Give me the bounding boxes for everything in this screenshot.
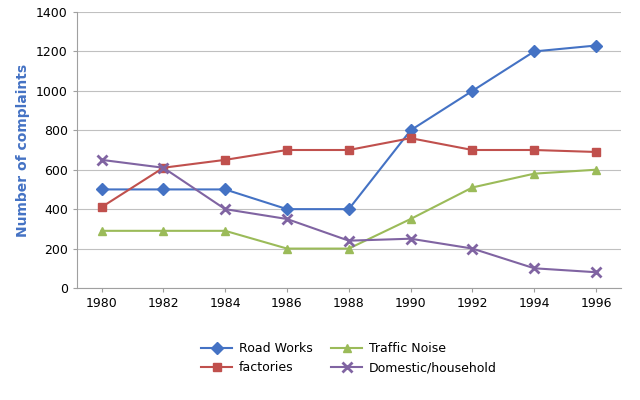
factories bbox=[407, 136, 415, 140]
Road Works bbox=[592, 43, 600, 48]
factories bbox=[98, 205, 106, 210]
Road Works bbox=[345, 207, 353, 212]
factories bbox=[592, 150, 600, 154]
factories bbox=[221, 158, 229, 162]
factories bbox=[345, 148, 353, 152]
Domestic/household bbox=[531, 266, 538, 271]
Legend: Road Works, factories, Traffic Noise, Domestic/household: Road Works, factories, Traffic Noise, Do… bbox=[195, 336, 503, 380]
factories bbox=[159, 165, 167, 170]
Line: factories: factories bbox=[97, 134, 600, 211]
factories bbox=[468, 148, 476, 152]
factories bbox=[531, 148, 538, 152]
Traffic Noise bbox=[98, 228, 106, 233]
Domestic/household bbox=[283, 217, 291, 222]
Road Works bbox=[468, 88, 476, 93]
Road Works bbox=[221, 187, 229, 192]
Traffic Noise bbox=[592, 167, 600, 172]
Traffic Noise bbox=[468, 185, 476, 190]
Traffic Noise bbox=[159, 228, 167, 233]
Road Works bbox=[531, 49, 538, 54]
Domestic/household bbox=[407, 236, 415, 241]
Traffic Noise bbox=[531, 171, 538, 176]
Line: Traffic Noise: Traffic Noise bbox=[97, 166, 600, 253]
Road Works bbox=[407, 128, 415, 133]
Traffic Noise bbox=[345, 246, 353, 251]
Domestic/household bbox=[221, 207, 229, 212]
Traffic Noise bbox=[283, 246, 291, 251]
Line: Domestic/household: Domestic/household bbox=[97, 155, 601, 277]
Road Works bbox=[98, 187, 106, 192]
Domestic/household bbox=[345, 238, 353, 243]
Line: Road Works: Road Works bbox=[97, 41, 600, 213]
Traffic Noise bbox=[221, 228, 229, 233]
factories bbox=[283, 148, 291, 152]
Road Works bbox=[283, 207, 291, 212]
Domestic/household bbox=[159, 165, 167, 170]
Domestic/household bbox=[98, 158, 106, 162]
Traffic Noise bbox=[407, 217, 415, 222]
Y-axis label: Number of complaints: Number of complaints bbox=[17, 64, 30, 236]
Road Works bbox=[159, 187, 167, 192]
Domestic/household bbox=[592, 270, 600, 275]
Domestic/household bbox=[468, 246, 476, 251]
